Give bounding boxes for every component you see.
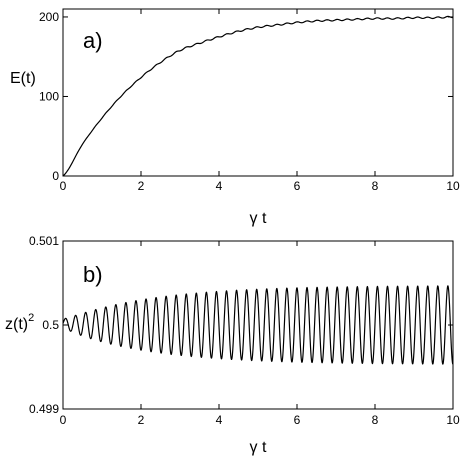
x-tick-label: 10 — [446, 413, 460, 427]
panel-label: b) — [83, 262, 103, 287]
series-line-z — [62, 285, 454, 365]
x-axis-label: γ t — [250, 210, 267, 227]
y-tick-label: 0.501 — [29, 234, 59, 248]
x-axis-label: γ t — [250, 439, 267, 456]
x-tick-label: 0 — [60, 179, 67, 193]
series-line-E — [62, 15, 454, 177]
y-axis-label-text: E(t) — [10, 70, 36, 87]
x-tick-label: 2 — [138, 179, 145, 193]
x-tick-label: 6 — [294, 413, 301, 427]
x-tick-label: 0 — [60, 413, 67, 427]
axes-frame — [62, 8, 454, 177]
y-axis-label: E(t) — [10, 70, 36, 87]
x-tick-label: 4 — [216, 413, 223, 427]
x-tick-label: 8 — [372, 413, 379, 427]
y-tick-label: 0.5 — [42, 318, 59, 332]
y-tick-label: 100 — [39, 89, 59, 103]
y-axis-label: z(t)2 — [5, 312, 34, 333]
x-tick-label: 8 — [372, 179, 379, 193]
x-tick-label: 10 — [446, 179, 460, 193]
y-axis-label-superscript: 2 — [28, 312, 34, 324]
x-tick-label: 4 — [216, 179, 223, 193]
panel-label: a) — [83, 28, 103, 53]
y-tick-label: 200 — [39, 10, 59, 24]
y-tick-label: 0.499 — [29, 402, 59, 416]
y-axis-label-text: z(t) — [5, 316, 28, 333]
y-tick-label: 0 — [52, 169, 59, 183]
x-tick-label: 6 — [294, 179, 301, 193]
x-tick-label: 2 — [138, 413, 145, 427]
